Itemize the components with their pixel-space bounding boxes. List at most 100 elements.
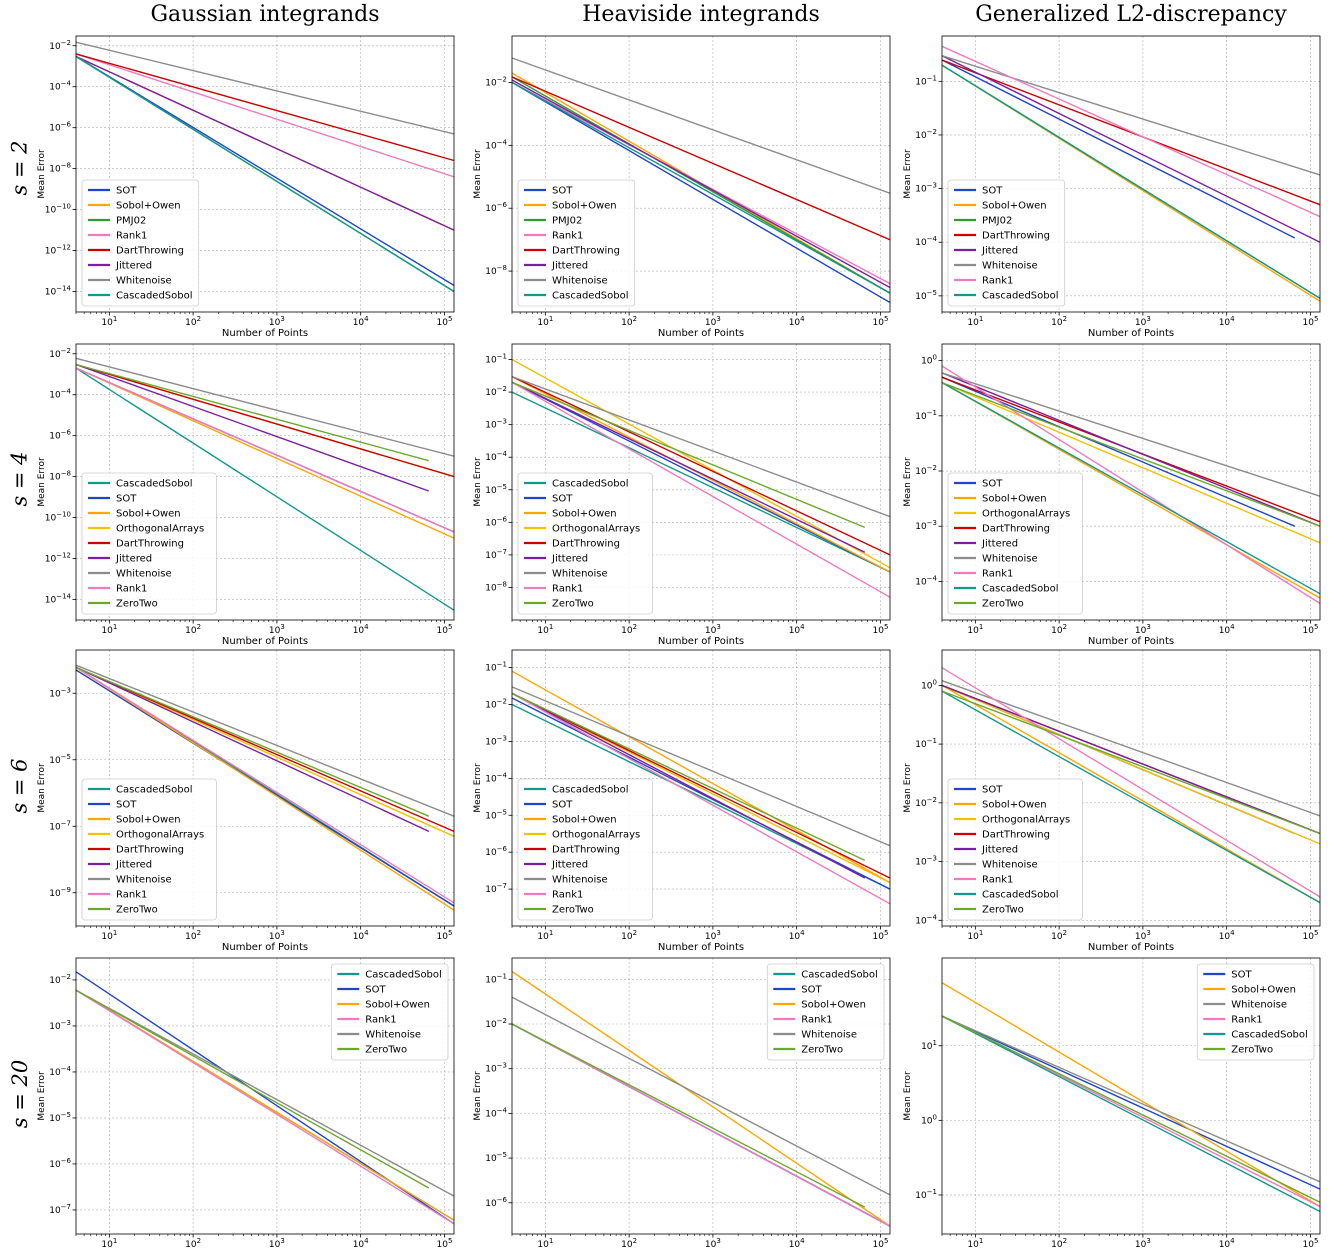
legend-entry: Rank1 bbox=[982, 276, 1013, 287]
y-tick-label: 10−6 bbox=[49, 1157, 71, 1170]
x-tick-label: 102 bbox=[621, 315, 637, 328]
series-line-jittered bbox=[941, 55, 1321, 243]
legend-entry: SOT bbox=[982, 479, 1003, 490]
legend-entry: Whitenoise bbox=[552, 569, 608, 580]
y-tick-label: 10−1 bbox=[915, 409, 937, 422]
x-tick-label: 103 bbox=[1135, 315, 1151, 328]
x-tick-label: 105 bbox=[872, 1237, 888, 1250]
series-line-orthogonalarrays bbox=[941, 684, 1321, 845]
series-line-whitenoise bbox=[941, 1015, 1321, 1183]
legend-entry: Whitenoise bbox=[982, 261, 1038, 272]
legend-entry: Jittered bbox=[115, 860, 152, 871]
series-line-orthogonalarrays bbox=[941, 381, 1321, 544]
x-tick-label: 105 bbox=[872, 315, 888, 328]
x-tick-label: 102 bbox=[1051, 315, 1067, 328]
legend-entry: SOT bbox=[552, 800, 573, 811]
legend-entry: CascadedSobol bbox=[982, 291, 1059, 302]
y-tick-label: 10−7 bbox=[485, 548, 507, 561]
legend-entry: Rank1 bbox=[1231, 1015, 1262, 1026]
y-tick-label: 10−6 bbox=[485, 515, 507, 528]
series-line-rank1 bbox=[511, 692, 891, 905]
legend-entry: Sobol+Owen bbox=[982, 494, 1047, 505]
x-tick-label: 102 bbox=[185, 1237, 201, 1250]
legend-entry: PMJ02 bbox=[552, 216, 582, 227]
subplot-r0-c0: 101 102 103 104 105 10−2 10−4 10−6 10−8 10−10 10−1… bbox=[37, 35, 455, 339]
x-tick-label: 104 bbox=[789, 929, 805, 942]
series-line-sot bbox=[511, 381, 891, 573]
y-tick-label: 10−1 bbox=[485, 972, 507, 985]
x-tick-label: 104 bbox=[353, 929, 369, 942]
x-tick-label: 102 bbox=[621, 929, 637, 942]
subplot-r1-c2: 101 102 103 104 105 100 10−1 10−2 10−3 10−4 Number… bbox=[903, 343, 1321, 647]
series-line-sot bbox=[511, 81, 891, 304]
legend: CascadedSobol SOT Sobol+Owen OrthogonalArra… bbox=[517, 778, 653, 921]
series-line-sobol-owen bbox=[75, 367, 455, 539]
legend-entry: Sobol+Owen bbox=[116, 509, 181, 520]
legend: CascadedSobol SOT Sobol+Owen Rank1 Whitenois… bbox=[766, 963, 885, 1061]
x-tick-label: 101 bbox=[101, 1237, 117, 1250]
y-tick-label: 10−10 bbox=[45, 511, 71, 524]
legend-entry: Jittered bbox=[115, 554, 152, 565]
x-axis-label: Number of Points bbox=[1088, 636, 1174, 647]
y-tick-label: 10−3 bbox=[49, 1019, 71, 1032]
legend-box bbox=[947, 179, 1066, 307]
y-tick-label: 10−4 bbox=[49, 1065, 71, 1078]
legend-box bbox=[81, 179, 200, 307]
y-tick-label: 10−14 bbox=[45, 593, 72, 606]
series-line-rank1 bbox=[75, 53, 455, 178]
x-tick-label: 102 bbox=[1051, 929, 1067, 942]
y-tick-label: 10−4 bbox=[49, 388, 71, 401]
x-tick-label: 103 bbox=[1135, 623, 1151, 636]
legend-entry: Sobol+Owen bbox=[116, 201, 181, 212]
series-line-dartthrowing bbox=[75, 666, 455, 833]
series-line-whitenoise bbox=[941, 372, 1321, 497]
x-tick-label: 102 bbox=[621, 623, 637, 636]
legend: CascadedSobol SOT Sobol+Owen Rank1 Whitenois… bbox=[330, 963, 449, 1061]
series-line-sobol-owen bbox=[75, 666, 455, 911]
legend-entry: CascadedSobol bbox=[365, 970, 442, 981]
legend-box bbox=[81, 778, 217, 921]
series-line-cascadedsobol bbox=[941, 64, 1321, 299]
y-tick-label: 10−2 bbox=[49, 39, 71, 52]
x-tick-label: 103 bbox=[269, 1237, 285, 1250]
legend-entry: Jittered bbox=[981, 246, 1018, 257]
legend-entry: DartThrowing bbox=[552, 845, 620, 856]
y-axis-label: Mean Error bbox=[903, 763, 913, 813]
legend-entry: CascadedSobol bbox=[1231, 1030, 1308, 1041]
x-tick-label: 104 bbox=[789, 315, 805, 328]
y-tick-label: 10−4 bbox=[485, 1106, 507, 1119]
subplot-r1-c1: 101 102 103 104 105 10−1 10−2 10−3 10−4 10−5 10−6 1… bbox=[473, 343, 891, 647]
series-line-rank1 bbox=[511, 381, 891, 598]
plot-frame bbox=[511, 343, 891, 621]
y-tick-label: 10−2 bbox=[485, 698, 507, 711]
x-tick-label: 105 bbox=[872, 623, 888, 636]
y-tick-label: 10−10 bbox=[45, 203, 71, 216]
x-tick-label: 101 bbox=[967, 1237, 983, 1250]
series-line-whitenoise bbox=[75, 357, 455, 457]
series-line-cascadedsobol bbox=[941, 381, 1321, 595]
x-tick-label: 104 bbox=[353, 623, 369, 636]
series-line-dartthrowing bbox=[511, 375, 891, 556]
series-line-zerotwo bbox=[941, 381, 1321, 527]
series-line-sobol-owen bbox=[511, 375, 891, 573]
x-tick-label: 101 bbox=[537, 623, 553, 636]
plot-frame bbox=[941, 649, 1321, 927]
y-tick-label: 10−2 bbox=[915, 796, 937, 809]
series-line-orthogonalarrays bbox=[511, 358, 891, 569]
y-tick-label: 10−4 bbox=[915, 913, 937, 926]
x-tick-label: 104 bbox=[1219, 929, 1235, 942]
y-tick-label: 100 bbox=[921, 354, 937, 367]
column-title-gaussian: Gaussian integrands bbox=[150, 2, 380, 27]
legend: SOT Sobol+Owen PMJ02 DartThrowing Jittered Wh… bbox=[947, 179, 1066, 307]
y-tick-label: 10−1 bbox=[915, 737, 937, 750]
legend-entry: DartThrowing bbox=[552, 246, 620, 257]
legend-entry: Sobol+Owen bbox=[982, 800, 1047, 811]
x-tick-label: 101 bbox=[101, 929, 117, 942]
series-line-cascadedsobol bbox=[75, 367, 455, 611]
y-tick-label: 10−14 bbox=[45, 285, 72, 298]
x-tick-label: 101 bbox=[967, 315, 983, 328]
legend-entry: SOT bbox=[982, 186, 1003, 197]
series-line-dartthrowing bbox=[511, 692, 891, 879]
legend-box bbox=[81, 472, 217, 615]
y-axis-label: Mean Error bbox=[903, 457, 913, 507]
